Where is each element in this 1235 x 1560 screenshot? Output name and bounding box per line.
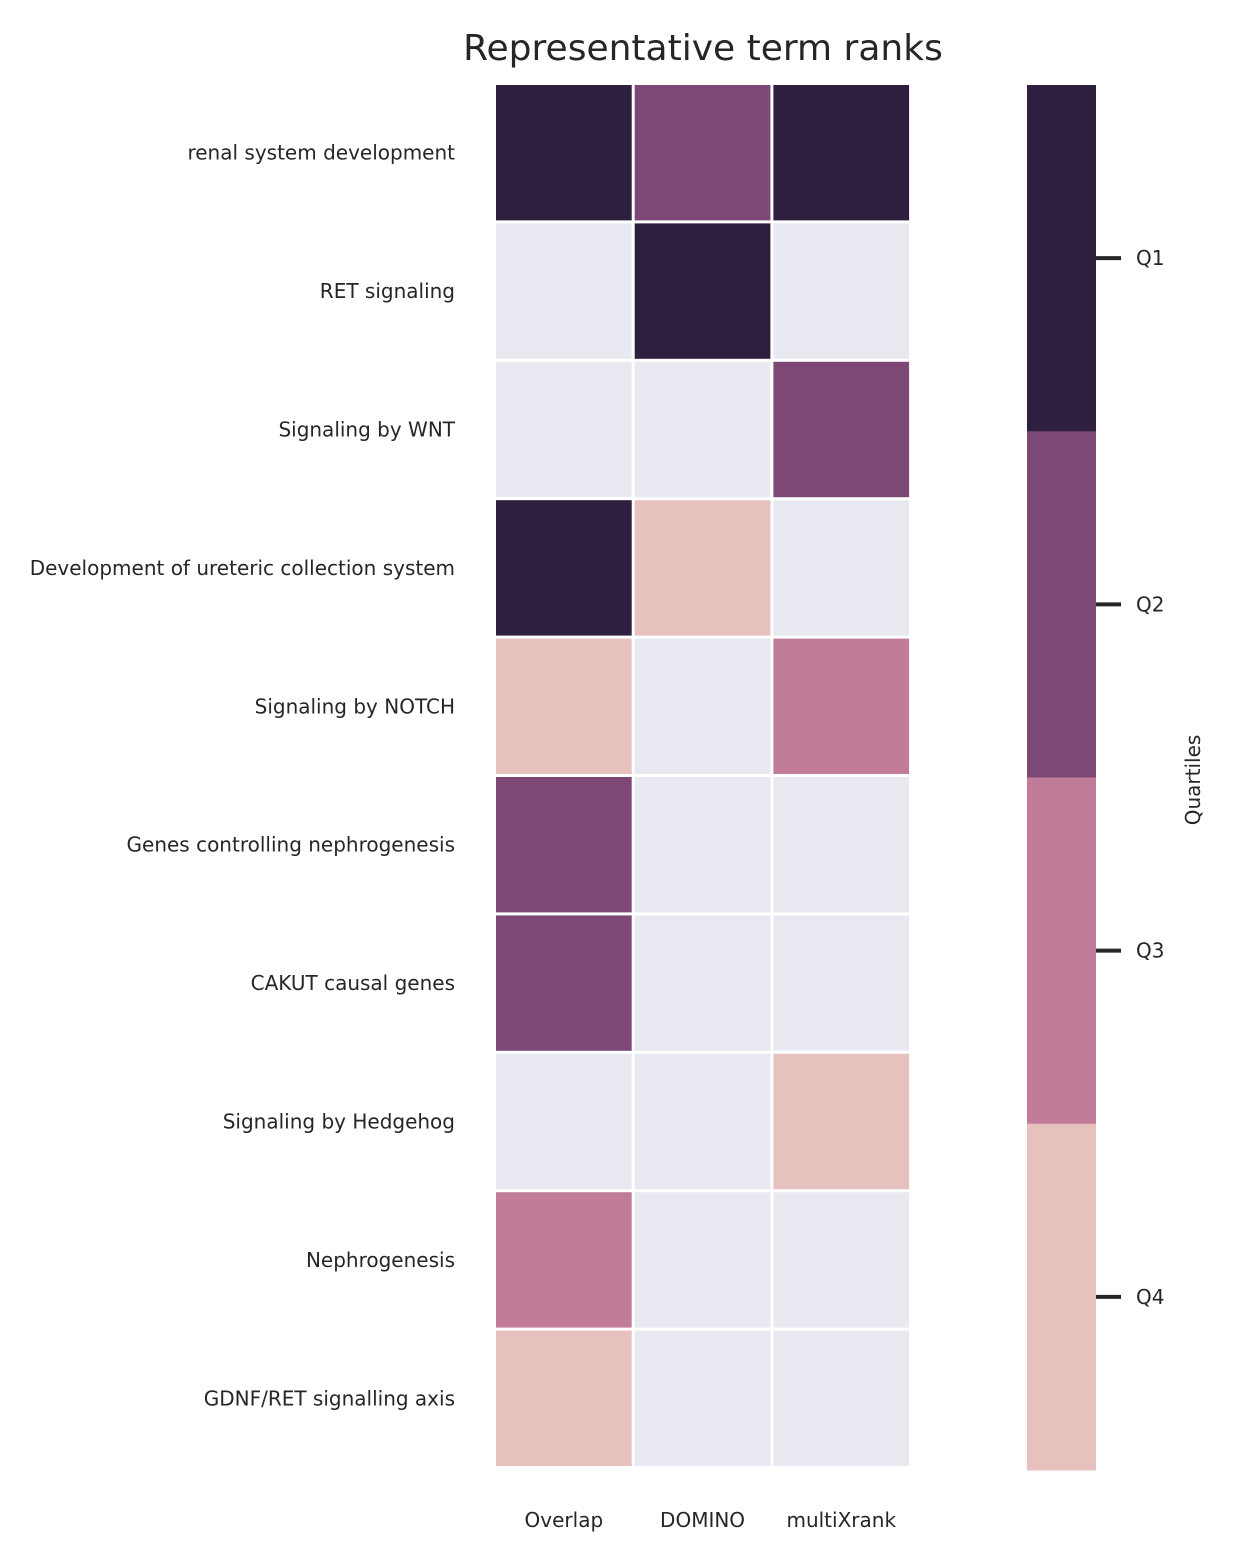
heatmap-cell — [496, 915, 632, 1051]
row-label: Development of ureteric collection syste… — [30, 556, 455, 580]
colorbar-band — [1027, 777, 1096, 1125]
heatmap-cell — [634, 500, 771, 636]
colorbar-band — [1027, 431, 1096, 778]
heatmap-cells — [496, 85, 910, 1466]
heatmap-cell — [773, 1053, 910, 1190]
heatmap-cell — [773, 915, 910, 1051]
heatmap-cell — [496, 85, 632, 221]
column-labels: Overlap DOMINO multiXrank — [525, 1508, 897, 1532]
row-label: Genes controlling nephrogenesis — [127, 833, 455, 857]
column-label: DOMINO — [660, 1508, 745, 1532]
column-label: Overlap — [525, 1508, 604, 1532]
heatmap-cell — [496, 500, 632, 636]
heatmap-cell — [773, 223, 910, 359]
chart-title: Representative term ranks — [463, 28, 943, 69]
heatmap-cell — [773, 85, 910, 221]
heatmap-cell — [496, 361, 632, 498]
row-label: Nephrogenesis — [306, 1248, 455, 1272]
row-labels: renal system development RET signaling Sig… — [30, 141, 456, 1411]
colorbar-band — [1027, 1123, 1096, 1471]
heatmap-cell — [496, 638, 632, 774]
row-label: GDNF/RET signalling axis — [204, 1386, 455, 1410]
heatmap-cell — [773, 1330, 910, 1466]
heatmap-cell — [634, 1330, 771, 1466]
heatmap-cell — [634, 361, 771, 498]
row-label: Signaling by Hedgehog — [223, 1110, 455, 1134]
colorbar-band — [1027, 85, 1096, 432]
colorbar-tick-label: Q1 — [1136, 246, 1164, 270]
column-label: multiXrank — [786, 1508, 896, 1532]
heatmap-cell — [773, 500, 910, 636]
row-label: Signaling by WNT — [278, 418, 455, 442]
heatmap-cell — [496, 1192, 632, 1328]
row-label: RET signaling — [320, 279, 455, 303]
heatmap-cell — [773, 777, 910, 913]
heatmap-cell — [634, 638, 771, 774]
heatmap-cell — [634, 223, 771, 359]
heatmap-cell — [634, 777, 771, 913]
colorbar-tick-label: Q3 — [1136, 939, 1164, 963]
heatmap-cell — [496, 777, 632, 913]
heatmap-cell — [634, 1053, 771, 1190]
row-label: CAKUT causal genes — [251, 971, 455, 995]
heatmap-cell — [496, 223, 632, 359]
heatmap-cell — [496, 1053, 632, 1190]
colorbar: Q1 Q2 Q3 Q4 — [1027, 85, 1164, 1471]
heatmap-cell — [634, 1192, 771, 1328]
row-label: renal system development — [187, 141, 455, 165]
heatmap-cell — [634, 915, 771, 1051]
heatmap-cell — [773, 638, 910, 774]
colorbar-tick-label: Q2 — [1136, 592, 1164, 616]
row-label: Signaling by NOTCH — [255, 694, 455, 718]
heatmap-cell — [773, 361, 910, 498]
heatmap-cell — [496, 1330, 632, 1466]
colorbar-label: Quartiles — [1181, 735, 1205, 826]
heatmap-cell — [773, 1192, 910, 1328]
colorbar-tick-label: Q4 — [1136, 1285, 1164, 1309]
heatmap-cell — [634, 85, 771, 221]
